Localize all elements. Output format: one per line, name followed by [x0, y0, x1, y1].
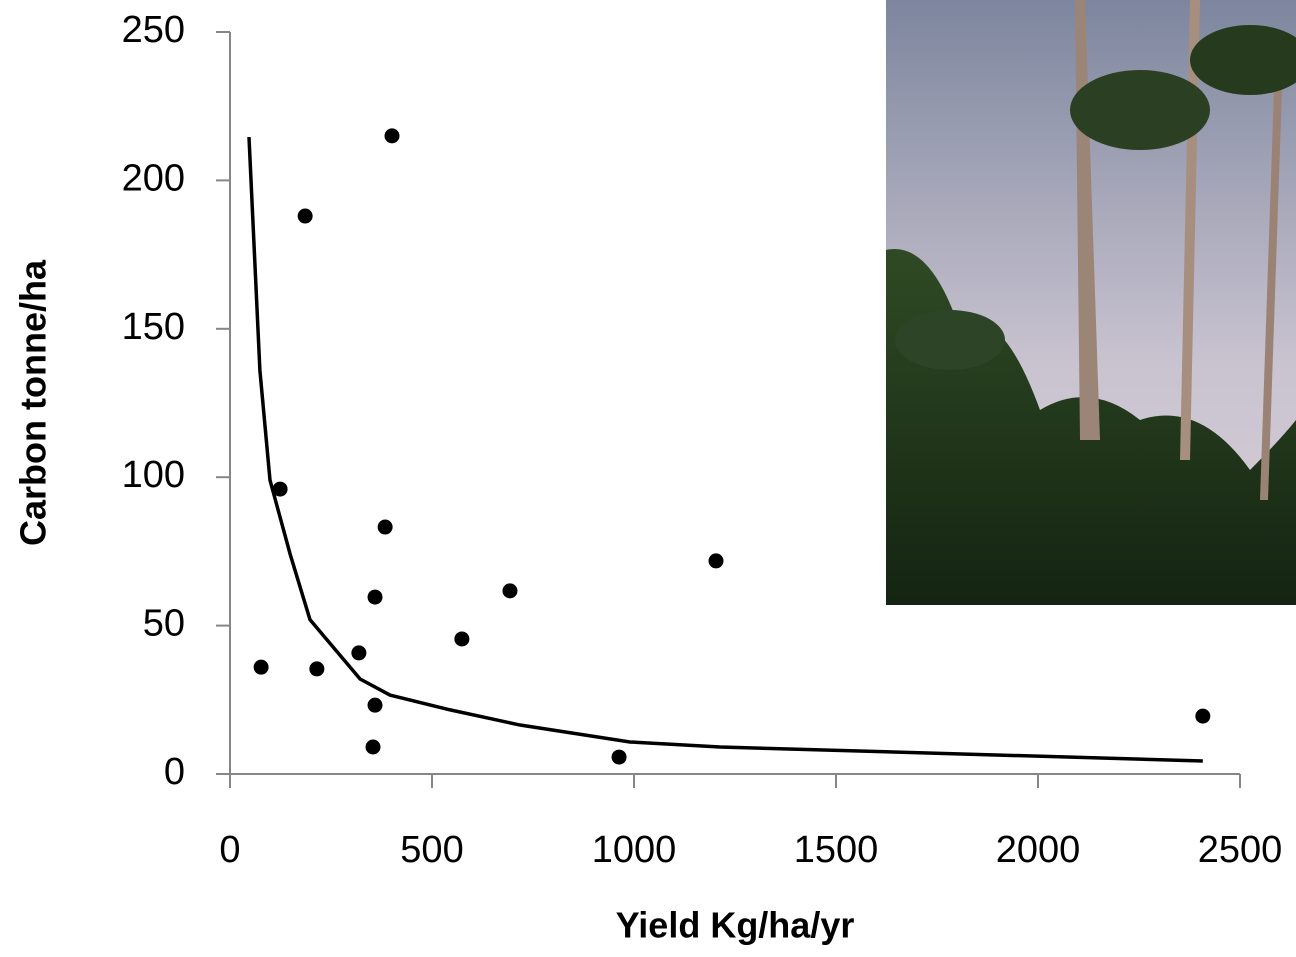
x-tick-label: 1000	[592, 829, 677, 871]
y-tick-label: 150	[122, 306, 185, 348]
x-tick-label: 0	[219, 829, 240, 871]
photo	[886, 0, 1296, 605]
y-axis-title: Carbon tonne/ha	[13, 259, 54, 546]
y-tick-label: 200	[122, 157, 185, 199]
x-tick-label: 500	[400, 829, 463, 871]
point	[454, 631, 470, 647]
point	[365, 739, 381, 755]
point	[253, 659, 269, 675]
fit-line	[247, 136, 1203, 763]
x-axis-title: Yield Kg/ha/yr	[616, 905, 855, 946]
point	[309, 661, 325, 677]
point	[611, 749, 627, 765]
point	[272, 481, 288, 497]
y-tick-label: 0	[164, 751, 185, 793]
x-tick-label: 2000	[996, 829, 1081, 871]
x-tick-label: 2500	[1198, 829, 1283, 871]
point	[367, 589, 383, 605]
point	[708, 553, 724, 569]
y-tick-label: 100	[122, 454, 185, 496]
point	[384, 128, 400, 144]
x-tick-label: 1500	[794, 829, 879, 871]
y-tick-label: 50	[143, 603, 185, 645]
point	[297, 208, 313, 224]
point	[377, 519, 393, 535]
point	[367, 697, 383, 713]
point	[351, 645, 367, 661]
point	[502, 583, 518, 599]
point	[1195, 708, 1211, 724]
y-tick-label: 250	[122, 9, 185, 51]
